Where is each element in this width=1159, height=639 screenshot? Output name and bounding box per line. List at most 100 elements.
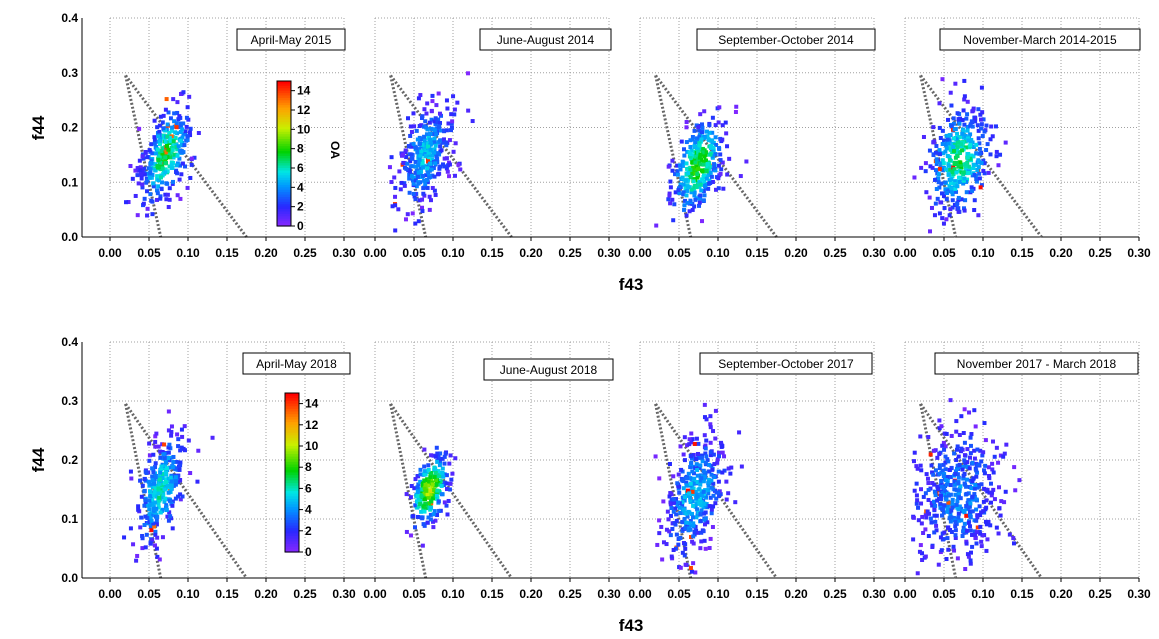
data-point	[147, 489, 152, 494]
data-point	[920, 514, 925, 519]
x-tick-label: 0.05	[932, 246, 956, 260]
data-point	[178, 463, 183, 468]
colorbar-segment	[285, 509, 299, 513]
colorbar-segment	[277, 141, 291, 145]
data-point	[712, 462, 717, 467]
data-point	[176, 437, 181, 442]
data-point	[653, 454, 658, 459]
data-point	[422, 107, 427, 112]
data-point	[967, 466, 972, 471]
data-point	[685, 488, 690, 493]
data-point	[966, 498, 971, 503]
data-point	[964, 477, 969, 482]
data-point	[190, 156, 195, 161]
colorbar-segment	[285, 435, 299, 439]
data-point	[156, 491, 161, 496]
data-point	[677, 505, 682, 510]
data-point	[166, 205, 171, 210]
data-point	[976, 165, 981, 170]
data-point	[689, 569, 694, 574]
data-point	[942, 205, 947, 210]
data-point	[164, 139, 169, 144]
data-point	[684, 193, 689, 198]
data-point	[433, 192, 438, 197]
data-point	[182, 424, 187, 429]
data-point	[944, 497, 949, 502]
y-tick-label: 0.4	[61, 335, 78, 349]
data-point	[142, 172, 147, 177]
data-point	[706, 491, 711, 496]
data-point	[195, 479, 200, 484]
colorbar-segment	[285, 517, 299, 521]
data-point	[944, 482, 949, 487]
data-point	[707, 178, 712, 183]
data-point	[956, 209, 961, 214]
data-point	[933, 519, 938, 524]
data-point	[702, 135, 707, 140]
data-point	[158, 485, 163, 490]
data-point	[954, 419, 959, 424]
data-point	[950, 170, 955, 175]
data-point	[698, 479, 703, 484]
data-point	[174, 170, 179, 175]
data-point	[721, 186, 726, 191]
x-tick-label: 0.00	[98, 587, 122, 601]
data-point	[689, 460, 694, 465]
colorbar-segment	[285, 528, 299, 532]
data-point	[431, 453, 436, 458]
x-tick-label: 0.25	[293, 587, 317, 601]
data-point	[717, 105, 722, 110]
data-point	[422, 491, 427, 496]
data-point	[959, 165, 964, 170]
data-point	[956, 117, 961, 122]
data-point	[153, 500, 158, 505]
data-point	[670, 526, 675, 531]
data-point	[703, 446, 708, 451]
data-point	[938, 497, 943, 502]
data-point	[396, 207, 401, 212]
data-point	[431, 519, 436, 524]
data-point	[708, 495, 713, 500]
data-point	[980, 110, 985, 115]
colorbar-segment	[285, 411, 299, 415]
data-point	[155, 174, 160, 179]
data-point	[954, 202, 959, 207]
data-point	[180, 135, 185, 140]
data-point	[1017, 478, 1022, 483]
data-point	[178, 497, 183, 502]
data-point	[713, 501, 718, 506]
colorbar-segment	[285, 456, 299, 460]
data-point	[433, 466, 438, 471]
data-point	[966, 554, 971, 559]
data-point	[937, 418, 942, 423]
data-point	[962, 528, 967, 533]
x-tick-label: 0.00	[893, 587, 917, 601]
data-point	[413, 170, 418, 175]
x-tick-label: 0.20	[519, 587, 543, 601]
data-point	[979, 117, 984, 122]
data-point	[961, 178, 966, 183]
data-point	[973, 119, 978, 124]
data-point	[408, 124, 413, 129]
data-point	[175, 193, 180, 198]
data-point	[707, 123, 712, 128]
colorbar-segment	[277, 126, 291, 130]
data-point	[438, 460, 443, 465]
data-point	[945, 536, 950, 541]
data-point	[702, 502, 707, 507]
colorbar-segment	[277, 218, 291, 222]
data-point	[706, 186, 711, 191]
data-point	[953, 469, 958, 474]
data-point	[968, 132, 973, 137]
data-point	[938, 502, 943, 507]
data-point	[699, 188, 704, 193]
data-point	[147, 519, 152, 524]
data-point	[188, 175, 193, 180]
colorbar-segment	[285, 430, 299, 434]
data-point	[956, 475, 961, 480]
data-point	[915, 498, 920, 503]
data-point	[676, 484, 681, 489]
data-point	[452, 107, 457, 112]
data-point	[955, 184, 960, 189]
data-point	[984, 498, 989, 503]
